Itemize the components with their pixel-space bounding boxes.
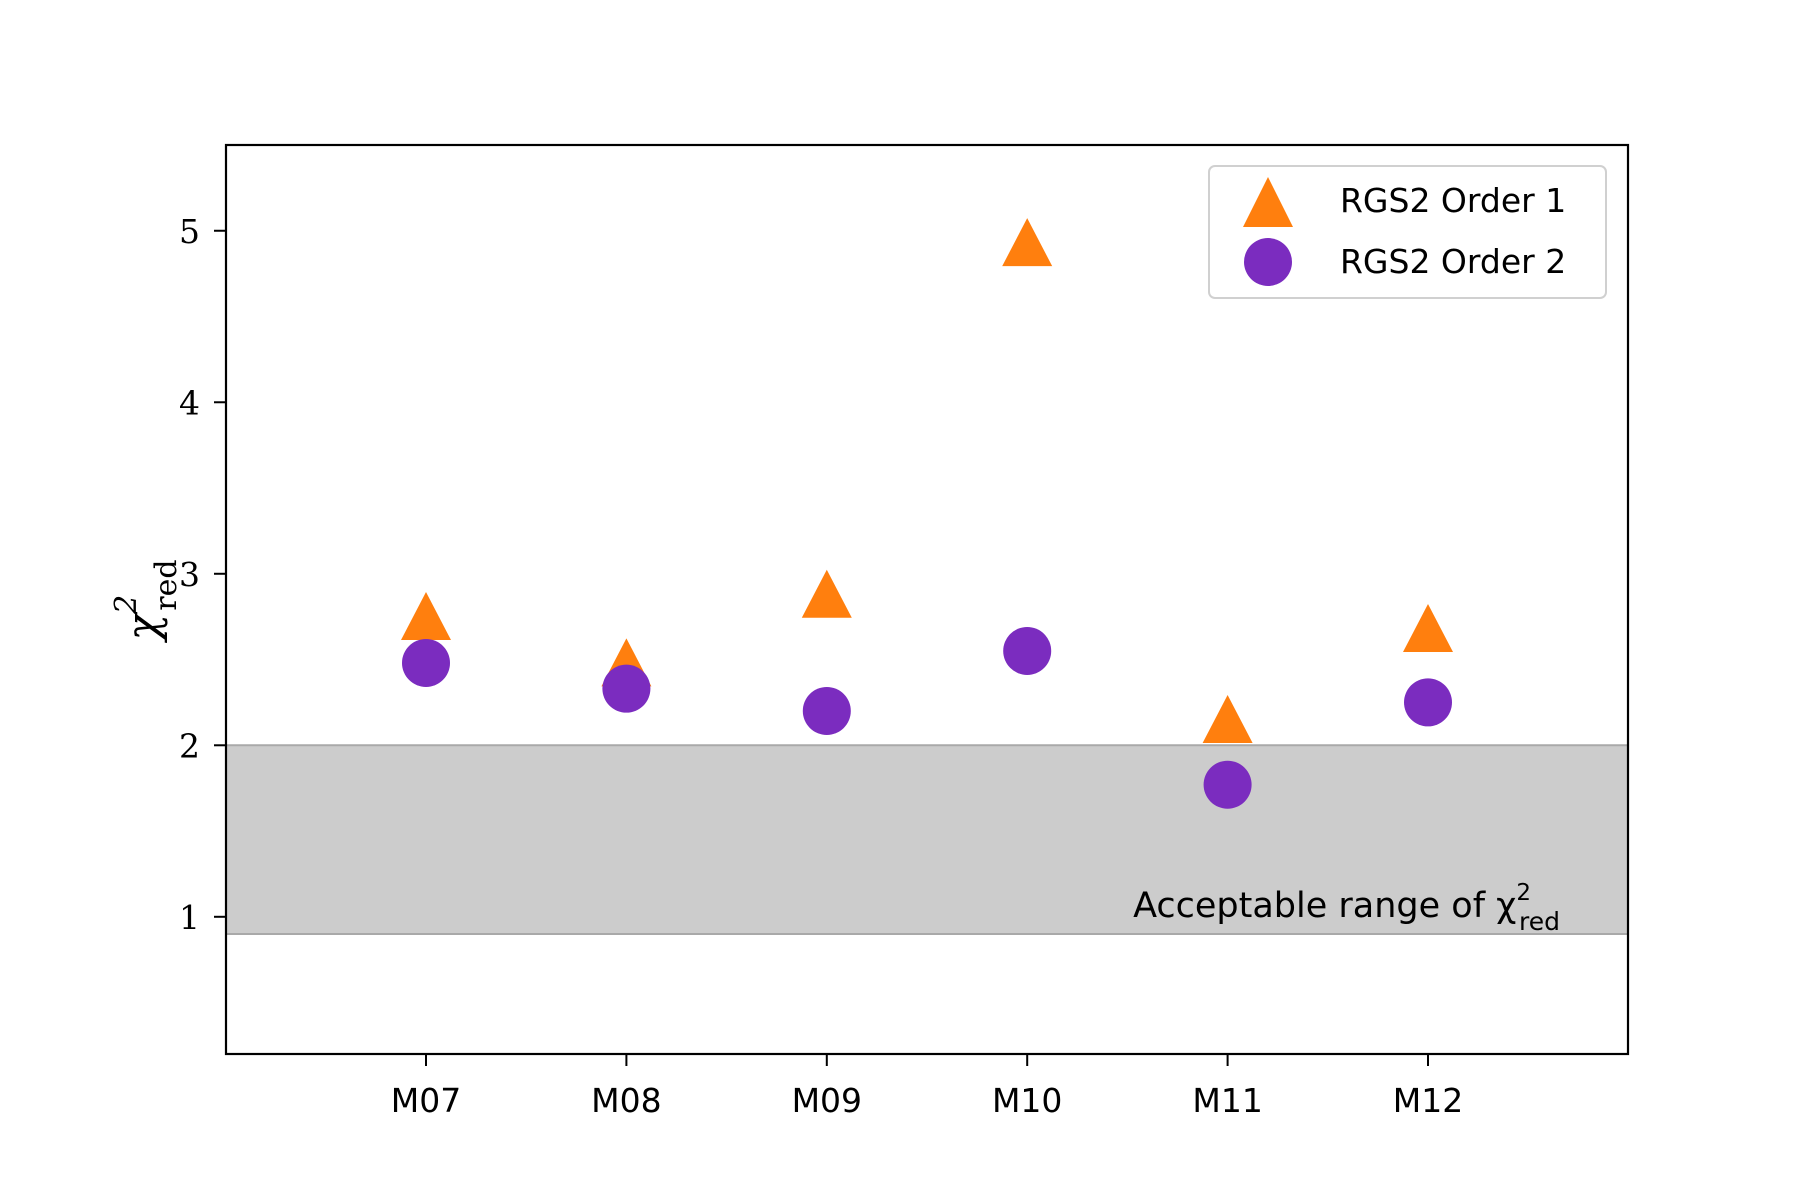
circle-marker bbox=[1404, 678, 1452, 727]
triangle-marker bbox=[1002, 218, 1053, 267]
legend-label-order1: RGS2 Order 1 bbox=[1340, 181, 1566, 220]
legend-box bbox=[1208, 165, 1607, 299]
x-tick-label: M12 bbox=[1393, 1081, 1463, 1120]
y-axis-ticks: 1 2 3 4 5 bbox=[179, 212, 226, 937]
circle-marker bbox=[602, 664, 651, 713]
circle-marker bbox=[1003, 626, 1052, 675]
y-tick-label: 1 bbox=[179, 898, 200, 937]
legend-triangle-icon bbox=[1243, 177, 1293, 227]
circle-marker bbox=[402, 638, 450, 687]
circle-marker bbox=[1203, 760, 1252, 809]
y-tick-label: 3 bbox=[179, 555, 200, 594]
acceptable-band-label-sup: 2 bbox=[1516, 880, 1531, 906]
legend-circle-icon bbox=[1244, 238, 1292, 286]
y-axis-label: χ2 red bbox=[109, 559, 184, 643]
data-markers bbox=[401, 218, 1453, 809]
x-tick-label: M09 bbox=[792, 1081, 862, 1120]
y-axis-label-main: χ bbox=[118, 612, 169, 644]
triangle-marker bbox=[801, 569, 852, 618]
x-tick-label: M07 bbox=[391, 1081, 461, 1120]
acceptable-band-fill bbox=[226, 745, 1628, 934]
series-2 bbox=[402, 626, 1452, 809]
x-tick-label: M11 bbox=[1192, 1081, 1262, 1120]
y-axis-label-sub: red bbox=[149, 559, 184, 610]
legend: RGS2 Order 1 RGS2 Order 2 bbox=[1208, 165, 1607, 299]
acceptable-band bbox=[226, 744, 1628, 935]
y-tick-label: 4 bbox=[179, 383, 200, 422]
y-axis-label-sup: 2 bbox=[109, 595, 144, 615]
triangle-marker bbox=[401, 592, 451, 641]
legend-label-order2: RGS2 Order 2 bbox=[1340, 242, 1566, 281]
y-tick-label: 5 bbox=[179, 212, 200, 251]
x-tick-label: M10 bbox=[992, 1081, 1062, 1120]
y-tick-label: 2 bbox=[179, 726, 200, 765]
x-axis-ticks: M07 M08 M09 M10 M11 M12 bbox=[391, 1054, 1463, 1120]
x-tick-label: M08 bbox=[591, 1081, 661, 1120]
acceptable-band-label-sub: red bbox=[1519, 907, 1560, 936]
circle-marker bbox=[802, 686, 851, 735]
acceptable-band-label: Acceptable range of χ2 red bbox=[1133, 880, 1560, 936]
acceptable-band-label-main: Acceptable range of χ bbox=[1133, 886, 1516, 926]
triangle-marker bbox=[1202, 694, 1253, 743]
triangle-marker bbox=[1403, 604, 1453, 653]
axes-frame bbox=[224, 143, 1630, 1056]
